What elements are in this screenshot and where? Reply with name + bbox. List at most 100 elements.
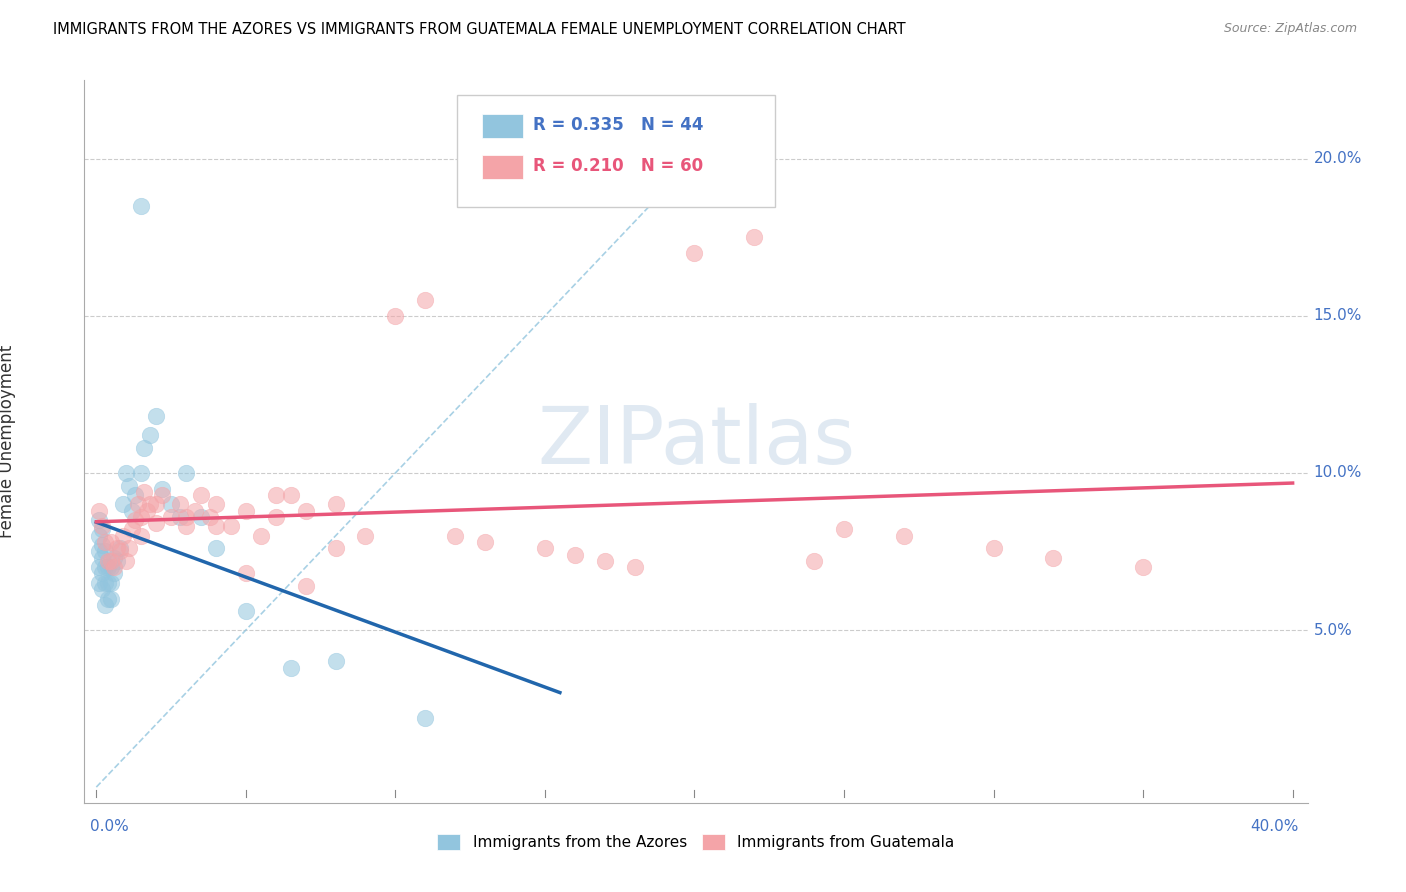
Point: [100, 591, 122, 606]
Point: [97, 560, 120, 574]
Point: [150, 482, 173, 496]
Point: [832, 523, 855, 537]
Point: [413, 711, 436, 725]
Text: R = 0.335   N = 44: R = 0.335 N = 44: [533, 116, 704, 134]
Point: [160, 497, 183, 511]
Point: [264, 488, 287, 502]
Text: IMMIGRANTS FROM THE AZORES VS IMMIGRANTS FROM GUATEMALA FEMALE UNEMPLOYMENT CORR: IMMIGRANTS FROM THE AZORES VS IMMIGRANTS…: [53, 22, 905, 37]
Point: [250, 529, 273, 543]
Text: 20.0%: 20.0%: [1313, 152, 1362, 166]
Point: [110, 544, 132, 558]
Point: [325, 497, 347, 511]
Point: [474, 535, 496, 549]
Point: [118, 478, 141, 492]
Point: [100, 535, 122, 549]
Point: [1132, 560, 1154, 574]
Point: [1042, 550, 1064, 565]
Point: [160, 510, 183, 524]
Text: 5.0%: 5.0%: [1313, 623, 1353, 638]
Point: [94, 535, 117, 549]
Point: [384, 309, 406, 323]
Point: [983, 541, 1005, 556]
Point: [413, 293, 436, 308]
Point: [235, 604, 257, 618]
Text: Female Unemployment: Female Unemployment: [0, 345, 15, 538]
Legend: Immigrants from the Azores, Immigrants from Guatemala: Immigrants from the Azores, Immigrants f…: [432, 829, 960, 856]
Point: [94, 575, 117, 590]
Point: [118, 541, 141, 556]
Point: [100, 575, 122, 590]
Point: [105, 554, 128, 568]
Text: Source: ZipAtlas.com: Source: ZipAtlas.com: [1223, 22, 1357, 36]
Point: [103, 550, 125, 565]
Point: [564, 548, 586, 562]
Point: [280, 488, 302, 502]
Point: [325, 655, 347, 669]
Text: 0.0%: 0.0%: [90, 819, 129, 833]
Point: [623, 560, 645, 574]
Point: [89, 529, 111, 543]
Point: [742, 230, 765, 244]
Point: [124, 513, 146, 527]
Point: [97, 575, 120, 590]
Point: [205, 497, 228, 511]
Text: R = 0.210   N = 60: R = 0.210 N = 60: [533, 157, 703, 175]
Point: [294, 503, 316, 517]
Point: [97, 591, 120, 606]
Point: [134, 441, 156, 455]
Point: [235, 566, 257, 581]
Point: [174, 510, 197, 524]
FancyBboxPatch shape: [482, 154, 523, 179]
Point: [139, 428, 162, 442]
Point: [91, 566, 114, 581]
Point: [444, 529, 467, 543]
Point: [139, 497, 162, 511]
Point: [205, 519, 228, 533]
Point: [219, 519, 242, 533]
Point: [94, 598, 117, 612]
Point: [145, 409, 167, 424]
Point: [100, 554, 122, 568]
Point: [103, 560, 125, 574]
Point: [124, 488, 146, 502]
Point: [235, 503, 257, 517]
Point: [91, 519, 114, 533]
Point: [89, 503, 111, 517]
Point: [129, 529, 152, 543]
Point: [112, 529, 135, 543]
Point: [127, 497, 149, 511]
Text: 15.0%: 15.0%: [1313, 309, 1362, 324]
Point: [280, 661, 302, 675]
Point: [190, 510, 212, 524]
Point: [205, 541, 228, 556]
Point: [94, 544, 117, 558]
Point: [91, 550, 114, 565]
Point: [169, 510, 191, 524]
Point: [89, 513, 111, 527]
Point: [94, 560, 117, 574]
Point: [145, 497, 167, 511]
Point: [115, 554, 138, 568]
Point: [136, 503, 159, 517]
Point: [683, 246, 706, 260]
Point: [89, 560, 111, 574]
Point: [593, 554, 616, 568]
Point: [115, 466, 138, 480]
Point: [129, 466, 152, 480]
Point: [325, 541, 347, 556]
Point: [103, 566, 125, 581]
Point: [89, 544, 111, 558]
Point: [97, 554, 120, 568]
Point: [134, 484, 156, 499]
FancyBboxPatch shape: [457, 95, 776, 207]
Point: [121, 523, 143, 537]
Point: [100, 560, 122, 574]
Point: [534, 541, 557, 556]
Point: [174, 519, 197, 533]
Point: [91, 538, 114, 552]
Point: [112, 497, 135, 511]
Point: [190, 488, 212, 502]
Text: 40.0%: 40.0%: [1250, 819, 1299, 833]
Point: [145, 516, 167, 531]
Point: [893, 529, 915, 543]
